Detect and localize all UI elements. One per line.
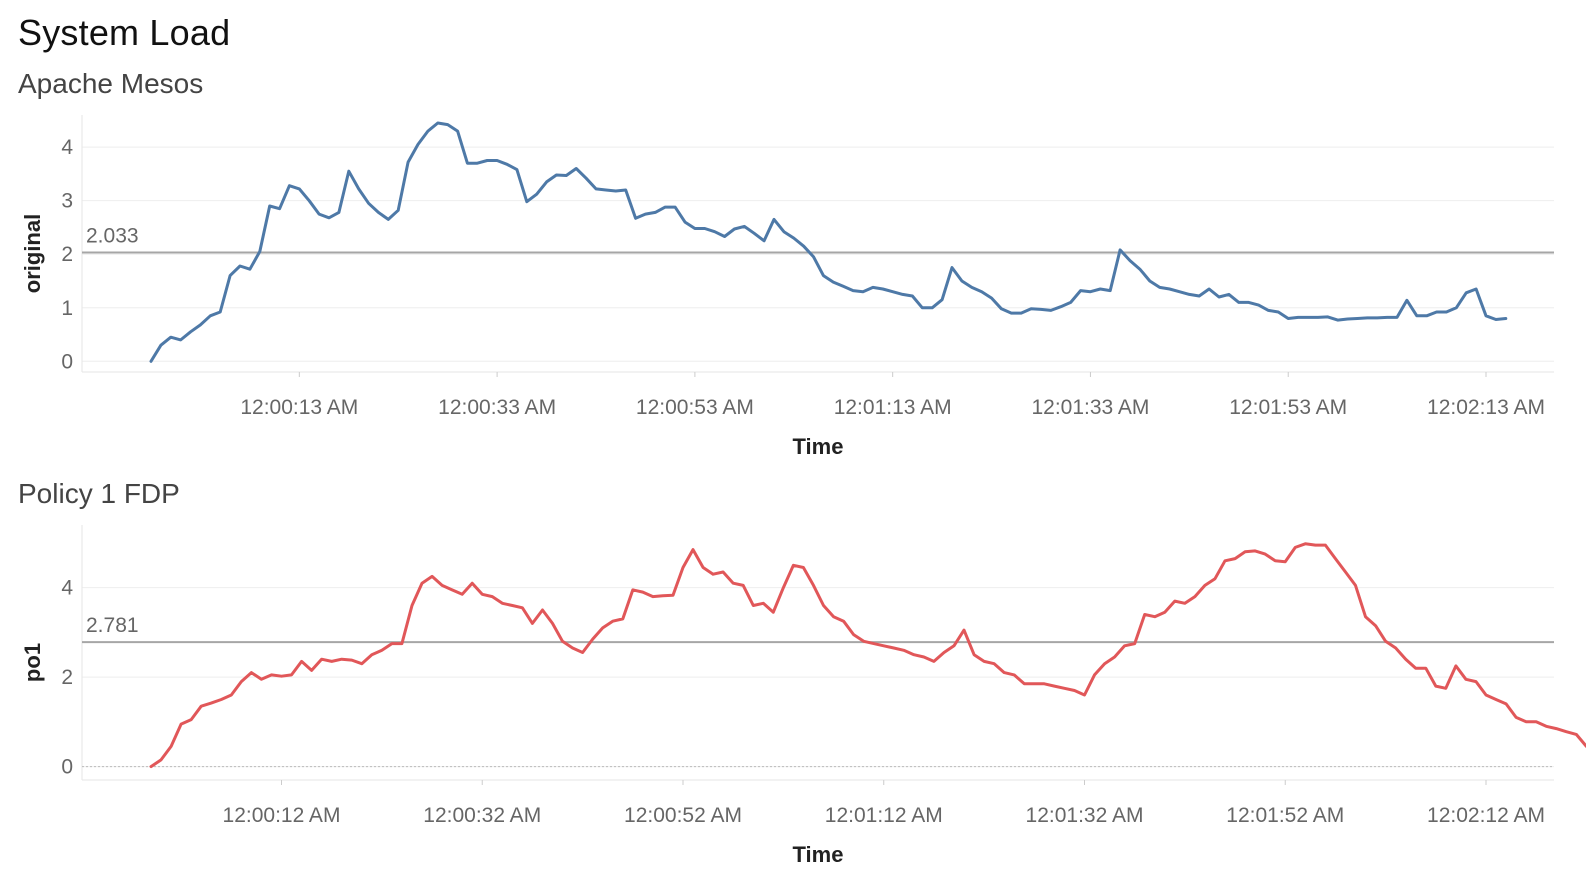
x-tick-label: 12:01:13 AM xyxy=(834,396,952,419)
x-tick-label: 12:00:12 AM xyxy=(223,804,341,827)
chart-1-subtitle: Apache Mesos xyxy=(18,68,204,99)
series-line xyxy=(149,542,1586,769)
y-tick-label: 1 xyxy=(61,297,73,320)
y-axis-title: po1 xyxy=(20,643,45,682)
x-tick-label: 12:00:32 AM xyxy=(423,804,541,827)
series-line xyxy=(149,121,1508,363)
chart-2-subtitle: Policy 1 FDP xyxy=(18,478,180,509)
x-tick-label: 12:00:13 AM xyxy=(240,396,358,419)
x-tick-label: 12:00:33 AM xyxy=(438,396,556,419)
x-tick-label: 12:01:33 AM xyxy=(1031,396,1149,419)
y-tick-label: 4 xyxy=(61,577,73,600)
x-tick-label: 12:00:53 AM xyxy=(636,396,754,419)
y-axis-title: original xyxy=(20,214,45,293)
y-tick-label: 3 xyxy=(61,190,73,213)
x-tick-label: 12:02:13 AM xyxy=(1427,396,1545,419)
chart-apache-mesos: 0 1 2 3 4 12:00:13 AM 12:00:33 AM 12:00:53 AM 12… xyxy=(20,115,1554,459)
reference-line-label: 2.781 xyxy=(86,614,139,637)
reference-line-label: 2.033 xyxy=(86,224,139,247)
x-axis-title: Time xyxy=(793,842,844,867)
chart-policy-1-fdp: 0 2 4 12:00:12 AM 12:00:32 AM 12:00:52 AM 12:0… xyxy=(20,525,1586,867)
x-axis-title: Time xyxy=(793,434,844,459)
x-tick-label: 12:02:12 AM xyxy=(1427,804,1545,827)
page-title: System Load xyxy=(18,12,231,53)
y-tick-label: 4 xyxy=(61,136,73,159)
y-tick-label: 0 xyxy=(61,756,73,779)
y-tick-label: 2 xyxy=(61,666,73,689)
x-tick-label: 12:01:52 AM xyxy=(1226,804,1344,827)
y-tick-label: 0 xyxy=(61,350,73,373)
x-tick-label: 12:01:53 AM xyxy=(1229,396,1347,419)
x-tick-label: 12:01:32 AM xyxy=(1026,804,1144,827)
x-tick-label: 12:01:12 AM xyxy=(825,804,943,827)
x-tick-label: 12:00:52 AM xyxy=(624,804,742,827)
y-tick-label: 2 xyxy=(61,243,73,266)
